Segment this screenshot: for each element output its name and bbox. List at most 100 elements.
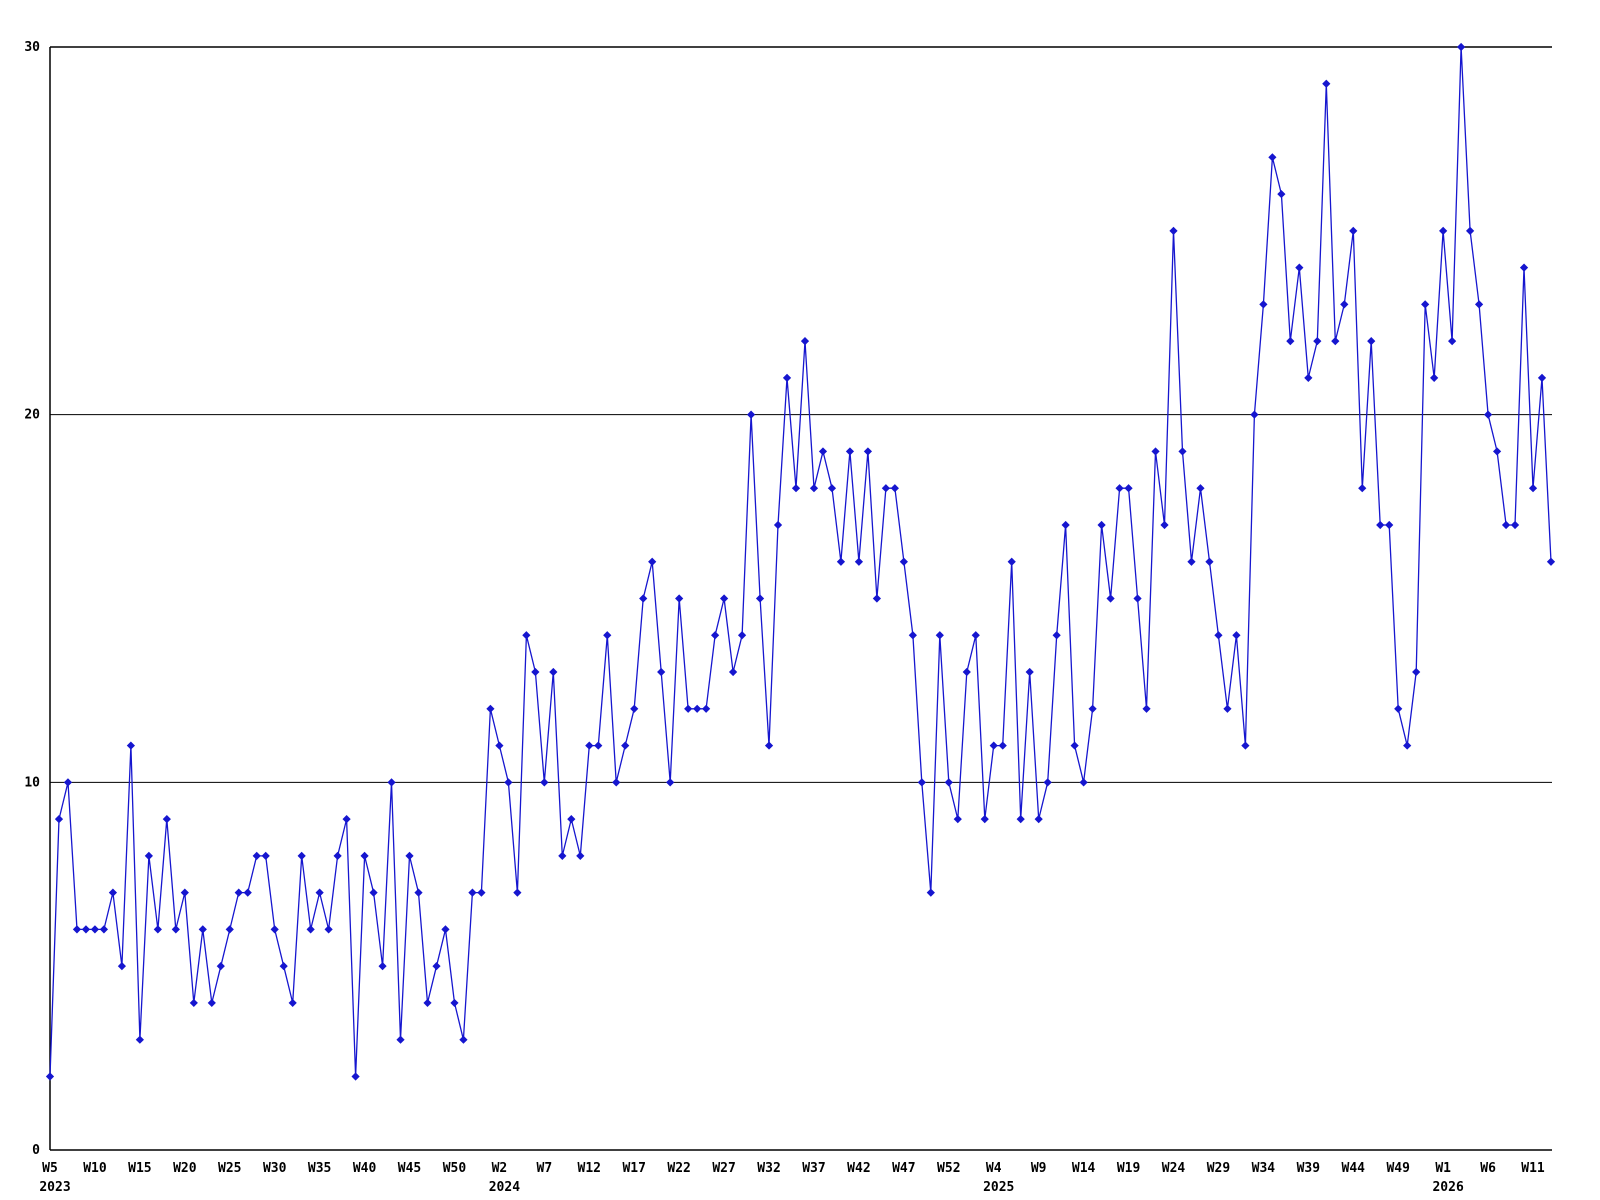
data-point-marker	[944, 778, 953, 787]
year-label: 2024	[489, 1180, 520, 1195]
data-point-marker	[782, 373, 792, 383]
data-point-marker	[414, 888, 423, 897]
x-tick-label: W27	[712, 1161, 735, 1176]
x-tick-label: W45	[398, 1161, 421, 1176]
data-point-marker	[1519, 263, 1529, 272]
data-point-marker	[360, 851, 369, 860]
data-point-marker	[630, 704, 639, 713]
data-point-marker	[1313, 337, 1322, 346]
x-tick-label: W14	[1072, 1161, 1096, 1176]
data-point-marker	[1151, 447, 1160, 456]
data-point-marker	[971, 631, 980, 640]
x-tick-label: W17	[622, 1161, 645, 1176]
data-point-marker	[225, 925, 234, 934]
data-point-marker	[468, 888, 477, 897]
data-point-marker	[953, 814, 962, 824]
data-point-marker	[1205, 557, 1214, 566]
data-point-marker	[261, 851, 270, 860]
data-point-marker	[1124, 484, 1133, 493]
data-point-marker	[1025, 667, 1034, 677]
data-point-marker	[1187, 557, 1196, 566]
x-tick-label: W10	[83, 1161, 107, 1176]
x-tick-label: W42	[847, 1161, 870, 1176]
y-tick-label: 30	[24, 40, 40, 55]
data-point-marker	[1016, 814, 1025, 824]
data-point-marker	[423, 998, 432, 1008]
x-tick-label: W40	[353, 1161, 377, 1176]
data-point-marker	[450, 998, 459, 1008]
data-point-marker	[189, 998, 198, 1008]
x-tick-label: W20	[173, 1161, 197, 1176]
data-point-marker	[108, 888, 118, 897]
data-point-marker	[72, 925, 82, 934]
data-point-marker	[567, 814, 576, 824]
data-point-marker	[728, 667, 738, 677]
x-tick-label: W32	[757, 1161, 780, 1176]
data-point-marker	[486, 704, 495, 713]
data-point-marker	[1474, 300, 1484, 309]
data-point-marker	[719, 594, 729, 603]
x-tick-label: W49	[1386, 1161, 1409, 1176]
data-point-marker	[1115, 484, 1124, 493]
data-point-marker	[1376, 520, 1385, 530]
data-point-marker	[1340, 300, 1349, 309]
data-point-marker	[198, 925, 207, 934]
data-point-marker	[1196, 484, 1205, 493]
data-point-marker	[405, 851, 414, 860]
data-point-marker	[755, 594, 765, 603]
data-point-marker	[153, 925, 162, 934]
data-point-marker	[693, 704, 702, 713]
data-point-marker	[45, 1072, 55, 1081]
data-point-marker	[737, 631, 747, 640]
data-point-marker	[962, 667, 971, 677]
data-point-marker	[1412, 667, 1421, 677]
data-point-marker	[531, 667, 540, 677]
data-point-marker	[1367, 337, 1376, 346]
data-point-marker	[1079, 778, 1088, 787]
x-tick-label: W12	[578, 1161, 601, 1176]
year-label: 2023	[39, 1180, 70, 1195]
data-point-marker	[558, 851, 567, 860]
x-tick-label: W52	[937, 1161, 960, 1176]
data-point-marker	[1277, 189, 1286, 199]
data-point-marker	[1304, 373, 1313, 383]
data-point-marker	[297, 851, 306, 860]
data-point-marker	[1439, 226, 1448, 235]
data-point-marker	[746, 410, 756, 419]
y-tick-label: 10	[24, 775, 40, 790]
data-point-marker	[162, 814, 171, 824]
data-point-marker	[1007, 557, 1016, 566]
data-point-marker	[800, 337, 810, 346]
data-point-marker	[477, 888, 486, 897]
data-point-marker	[585, 741, 594, 750]
data-point-marker	[1223, 704, 1232, 713]
data-point-marker	[791, 484, 801, 493]
x-tick-label: W35	[308, 1161, 331, 1176]
x-tick-label: W1	[1435, 1161, 1451, 1176]
data-point-marker	[666, 778, 675, 787]
data-point-marker	[333, 851, 342, 860]
x-tick-label: W37	[802, 1161, 825, 1176]
x-tick-label: W4	[986, 1161, 1002, 1176]
data-point-marker	[432, 962, 441, 971]
data-point-marker	[495, 741, 504, 750]
data-point-marker	[288, 998, 297, 1008]
data-point-marker	[351, 1072, 360, 1081]
data-point-marker	[1546, 557, 1556, 566]
data-point-marker	[711, 631, 720, 640]
data-point-marker	[1394, 704, 1403, 713]
data-point-marker	[279, 962, 288, 971]
data-point-marker	[99, 925, 109, 934]
data-point-marker	[144, 851, 153, 860]
data-point-marker	[1259, 300, 1268, 309]
data-point-marker	[1385, 520, 1394, 530]
x-tick-label: W50	[443, 1161, 467, 1176]
data-point-marker	[1358, 484, 1367, 493]
data-point-marker	[1232, 631, 1241, 640]
data-point-marker	[1070, 741, 1079, 750]
data-point-marker	[1322, 79, 1331, 88]
data-point-marker	[315, 888, 324, 897]
data-point-marker	[657, 667, 666, 677]
